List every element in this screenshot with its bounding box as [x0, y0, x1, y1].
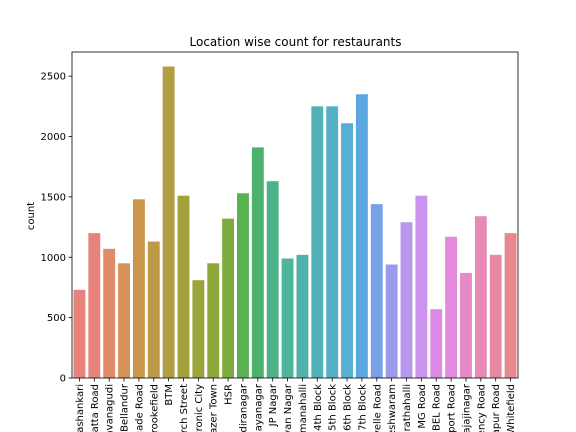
x-tick-label: Banashankari [75, 384, 86, 432]
y-axis: 0 500 1000 1500 2000 2500 [41, 72, 72, 385]
bar [504, 233, 517, 378]
x-tick-label: Koramangala 5th Block [328, 384, 339, 432]
x-tick-label: Lavelle Road [372, 384, 383, 432]
bar [430, 309, 443, 378]
x-tick-label: Koramangala 4th Block [313, 384, 324, 432]
x-tick-label: BTM [164, 384, 175, 406]
bar [147, 241, 160, 378]
bar [445, 236, 458, 378]
bar [222, 218, 235, 378]
x-tick-label: Frazer Town [209, 384, 220, 432]
bar [192, 280, 205, 378]
x-tick-label: New BEL Road [432, 384, 443, 432]
y-axis-label: count [26, 202, 37, 230]
x-tick-label: Whitefield [506, 384, 517, 432]
bar [118, 263, 130, 378]
bar [162, 66, 175, 379]
x-tick-label: Indiranagar [238, 383, 249, 432]
x-tick-label: Malleshwaram [387, 384, 398, 432]
x-tick-label: Kammanahalli [298, 384, 309, 432]
bar [281, 258, 294, 378]
bar [460, 272, 472, 378]
x-tick-label: Bannerghatta Road [90, 384, 101, 432]
bar [326, 106, 339, 378]
bar [73, 289, 86, 378]
x-tick-label: Brigade Road [134, 384, 145, 432]
y-tick-label: 1000 [41, 253, 66, 264]
bar [355, 94, 368, 378]
x-tick-label: Marathahalli [402, 384, 413, 432]
x-tick-label: Residency Road [476, 384, 487, 432]
x-tick-label: Brookefield [149, 384, 160, 432]
x-tick-label: Rajajinagar [461, 383, 472, 432]
bar [489, 254, 502, 378]
bar [385, 264, 398, 378]
x-tick-label: Basavanagudi [105, 384, 116, 432]
x-tick-label: Electronic City [194, 384, 205, 432]
x-tick-label: Old Airport Road [447, 384, 458, 432]
x-tick-label: HSR [224, 384, 235, 405]
plot-frame [71, 51, 519, 379]
y-tick-label: 1500 [41, 192, 66, 203]
x-tick-label: Jayanagar [253, 383, 264, 432]
x-tick-label: Koramangala 7th Block [357, 384, 368, 432]
x-tick-label: MG Road [417, 384, 428, 429]
bar [237, 193, 249, 378]
x-tick-label: Kalyan Nagar [283, 383, 294, 432]
bar [103, 248, 116, 378]
y-tick-label: 2000 [41, 132, 66, 143]
bar [132, 199, 145, 378]
x-axis: Banashankari Bannerghatta Road Basavanagud… [75, 378, 517, 432]
x-tick-label: Bellandur [120, 383, 131, 432]
chart-title: Location wise count for restaurants [190, 35, 402, 49]
x-tick-label: Church Street [179, 384, 190, 432]
y-tick-label: 500 [47, 313, 66, 324]
bar [400, 222, 413, 378]
bar [266, 181, 279, 378]
y-tick-label: 2500 [41, 72, 66, 83]
bar [207, 263, 220, 378]
bar [341, 123, 353, 379]
bar [88, 233, 101, 378]
bar [296, 254, 309, 378]
bar [474, 216, 487, 378]
x-tick-label: JP Nagar [268, 383, 279, 427]
bars-layer [73, 66, 517, 379]
y-tick-label: 0 [60, 374, 66, 385]
bar [177, 195, 190, 378]
bar [251, 147, 264, 378]
bar [370, 204, 383, 378]
bar [311, 106, 324, 378]
bar [415, 195, 428, 378]
x-tick-label: Sarjapur Road [491, 384, 502, 432]
x-tick-label: Koramangala 6th Block [343, 384, 354, 432]
